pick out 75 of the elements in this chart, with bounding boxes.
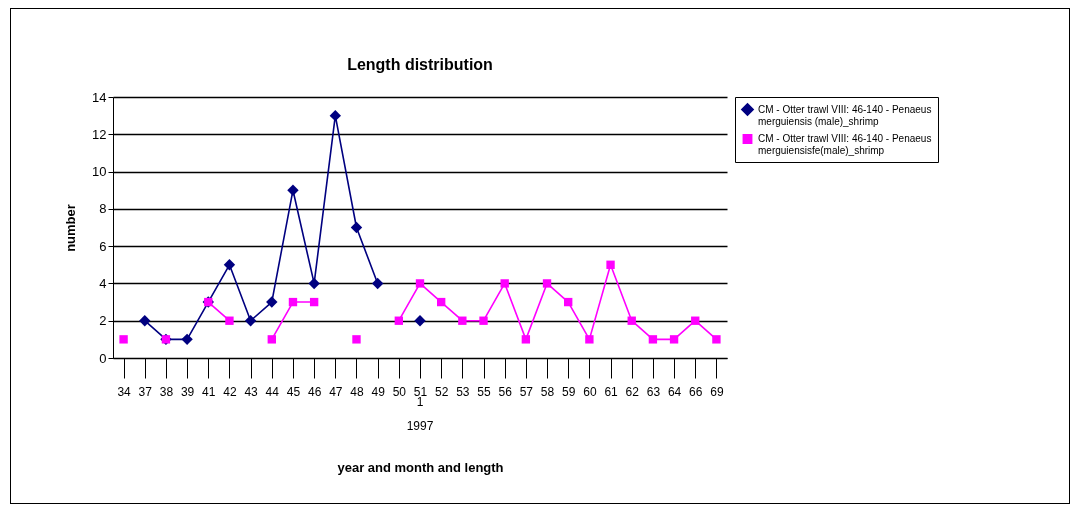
point: [244, 315, 257, 327]
point: [564, 297, 573, 307]
chart-title: Length distribution: [347, 56, 493, 73]
point: [308, 277, 320, 290]
x-tick-label: 42: [223, 384, 237, 399]
y-tick-label: 8: [99, 201, 107, 217]
x-axis-title: year and month and length: [337, 459, 504, 475]
x-tick-label: 49: [371, 384, 386, 399]
point: [414, 315, 426, 327]
y-tick-label: 4: [99, 275, 107, 291]
x-tick-label: 64: [667, 384, 682, 399]
x-tick-label: 58: [540, 384, 555, 399]
point: [458, 316, 467, 325]
point: [691, 316, 700, 325]
y-axis-title: number: [63, 204, 79, 252]
point: [139, 315, 151, 327]
point: [287, 184, 299, 196]
y-tick-label: 10: [92, 164, 107, 180]
x-tick-label: 39: [180, 384, 195, 399]
point: [394, 316, 404, 325]
x-tick-label: 43: [244, 384, 259, 399]
text: 1997: [406, 419, 434, 433]
point: [352, 335, 361, 344]
x-tick-label: 69: [710, 384, 724, 399]
x-tick-label: 59: [562, 384, 576, 399]
x-tick-label: 37: [138, 384, 153, 399]
point: [181, 333, 193, 346]
legend-label: CM - Otter trawl VIII: 46-140 - Penaeus merguiensis (male)_shrimp: [758, 103, 932, 127]
x-tick-label: 52: [434, 384, 449, 399]
x-tick-label: 46: [307, 384, 322, 399]
point: [415, 279, 425, 288]
y-tick-label: 6: [99, 238, 107, 254]
point: [309, 297, 319, 307]
x-tick-label: 56: [498, 384, 513, 399]
y-tick-label: 0: [99, 350, 107, 366]
x-tick-label: 57: [519, 384, 534, 399]
x-tick-label: 47: [329, 384, 343, 399]
x-tick-label: 45: [286, 384, 301, 399]
x-tick-label: 63: [646, 384, 661, 399]
y-tick-label: 2: [99, 313, 107, 329]
x-tick-label: 44: [265, 384, 280, 399]
point: [371, 277, 384, 290]
point: [669, 335, 679, 344]
point: [288, 297, 298, 307]
x-tick-label: 66: [689, 384, 703, 399]
x-tick-label: 62: [625, 384, 640, 399]
point: [585, 335, 594, 344]
text: 1: [416, 395, 424, 409]
point: [223, 259, 236, 271]
x-tick-label: 60: [583, 384, 597, 399]
point: [267, 335, 276, 344]
point: [119, 335, 128, 344]
x-tick-label: 38: [159, 384, 174, 399]
x-tick-label: 50: [392, 384, 407, 399]
x-tick-label: 55: [477, 384, 492, 399]
point: [266, 296, 278, 308]
point: [350, 221, 363, 234]
point: [627, 316, 636, 325]
x-tick-label: 61: [604, 384, 619, 399]
y-tick-label: 12: [92, 126, 107, 142]
point: [436, 297, 446, 307]
x-tick-label: 53: [456, 384, 470, 399]
point: [712, 335, 721, 344]
point: [648, 335, 658, 344]
x-tick-label: 41: [202, 384, 216, 399]
point: [500, 279, 509, 288]
point: [225, 316, 234, 325]
legend-label: CM - Otter trawl VIII: 46-140 - Penaeus merguiensisfe(male)_shrimp: [758, 133, 932, 156]
point: [542, 279, 552, 288]
point: [521, 335, 531, 344]
y-tick-label: 14: [92, 89, 107, 105]
x-tick-label: 34: [117, 384, 132, 399]
x-tick-label: 48: [350, 384, 364, 399]
point: [479, 316, 488, 325]
point: [606, 260, 615, 269]
